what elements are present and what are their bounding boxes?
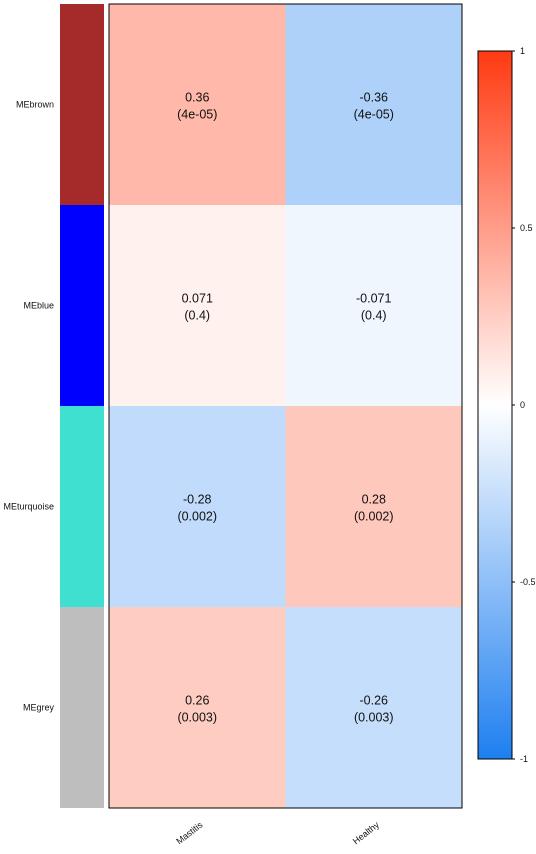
cell-pvalue-label: (4e-05) (177, 108, 217, 122)
module-color-bar-MEturquoise (60, 406, 104, 607)
colorbar-tick-label: 1 (520, 46, 525, 56)
cell-correlation-label: -0.28 (183, 493, 212, 507)
cell-correlation-label: 0.26 (185, 694, 209, 708)
cell-pvalue-label: (0.002) (354, 510, 394, 524)
module-color-bar-MEblue (60, 205, 104, 406)
cell-pvalue-label: (0.002) (177, 510, 217, 524)
heatmap-cell (285, 607, 462, 808)
row-label: MEblue (23, 301, 54, 311)
row-label: MEturquoise (3, 502, 54, 512)
heatmap-cell (109, 4, 286, 205)
heatmap-cell (109, 607, 286, 808)
heatmap-cell (285, 4, 462, 205)
column-label: Healthy (351, 819, 382, 846)
column-labels: Mastitis Healthy (174, 819, 381, 846)
cell-correlation-label: -0.36 (360, 91, 389, 105)
row-label: MEbrown (16, 100, 54, 110)
cell-pvalue-label: (0.4) (184, 309, 210, 323)
heatmap-cell (109, 406, 286, 607)
row-labels: MEbrown MEblue MEturquoise MEgrey (3, 100, 54, 713)
row-label: MEgrey (23, 703, 55, 713)
heatmap-cell (109, 205, 286, 406)
colorbar-tick-label: -0.5 (520, 577, 536, 587)
colorbar-tick-label: 0.5 (520, 223, 533, 233)
cell-correlation-label: 0.28 (362, 493, 386, 507)
cell-pvalue-label: (0.4) (361, 309, 387, 323)
cell-pvalue-label: (4e-05) (354, 108, 394, 122)
colorbar (477, 50, 513, 760)
cell-pvalue-label: (0.003) (177, 711, 217, 725)
colorbar-tick-label: -1 (520, 754, 528, 764)
cell-correlation-label: -0.071 (356, 292, 391, 306)
heatmap-border (108, 3, 463, 809)
cell-correlation-label: 0.36 (185, 91, 209, 105)
module-color-bar-MEbrown (60, 4, 104, 205)
heatmap-cell (285, 406, 462, 607)
colorbar-ticks: 1 0.5 0 -0.5 -1 (512, 46, 536, 764)
cell-correlation-label: -0.26 (360, 694, 389, 708)
cell-correlation-label: 0.071 (182, 292, 213, 306)
heatmap-cells: 0.36 (4e-05) -0.36 (4e-05) 0.071 (0.4) -0.071 (… (109, 4, 462, 808)
module-color-bar-MEgrey (60, 607, 104, 808)
module-color-bars (60, 4, 104, 808)
heatmap-cell (285, 205, 462, 406)
cell-pvalue-label: (0.003) (354, 711, 394, 725)
colorbar-tick-label: 0 (520, 400, 525, 410)
column-label: Mastitis (174, 819, 205, 846)
